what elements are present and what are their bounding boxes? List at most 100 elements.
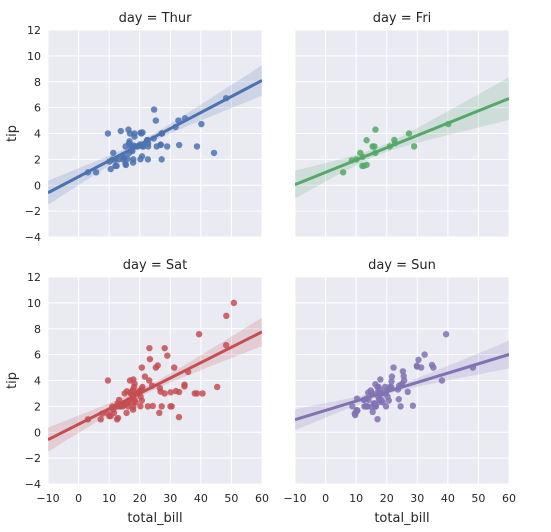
scatter-point (104, 377, 112, 384)
scatter-point (152, 117, 160, 124)
scatter-point (163, 143, 171, 150)
scatter-point (359, 153, 366, 160)
scatter-point (131, 133, 138, 140)
y-tick-label: −2 (25, 205, 41, 218)
scatter-point (372, 126, 379, 133)
scatter-point (150, 135, 157, 142)
scatter-point (193, 390, 201, 397)
scatter-point (339, 169, 347, 176)
facet-panel-thur: day = Thur −4 −2 0 2 4 6 8 10 12 tip (5, 11, 263, 244)
scatter-point (371, 403, 379, 410)
scatter-point (375, 383, 382, 391)
scatter-point (222, 341, 230, 349)
scatter-point (167, 389, 174, 396)
y-tick-label: 4 (34, 375, 41, 388)
scatter-point (144, 403, 152, 410)
scatter-point (153, 143, 160, 150)
scatter-point (421, 351, 428, 358)
scatter-point (385, 397, 393, 404)
scatter-points-layer (84, 299, 238, 423)
scatter-point (181, 381, 188, 388)
scatter-point (395, 396, 402, 403)
scatter-point (107, 165, 114, 173)
scatter-point (210, 149, 218, 157)
x-tick-labels: −10 0 10 20 30 40 50 60 (36, 492, 269, 505)
scatter-point (104, 130, 112, 137)
scatter-point (175, 388, 183, 396)
scatter-point (353, 156, 360, 163)
scatter-point (438, 377, 446, 384)
scatter-point (156, 384, 164, 392)
scatter-point (137, 403, 144, 410)
x-tick-label: 10 (102, 492, 116, 505)
scatter-point (130, 403, 137, 410)
scatter-point (132, 390, 140, 397)
scatter-point (138, 130, 145, 137)
facet-title: day = Sun (368, 258, 436, 273)
scatter-point (193, 143, 201, 150)
x-tick-label: 50 (224, 492, 238, 505)
scatter-point (113, 416, 121, 423)
scatter-point (146, 355, 154, 363)
scatter-point (410, 143, 418, 150)
y-tick-label: 12 (27, 24, 41, 37)
scatter-point (148, 382, 156, 389)
y-tick-labels: −4 −2 0 2 4 6 8 10 12 (25, 24, 41, 244)
scatter-point (138, 153, 146, 160)
scatter-point (390, 364, 397, 371)
scatter-point (138, 397, 146, 404)
scatter-point (149, 402, 156, 410)
scatter-point (130, 383, 138, 391)
x-tick-labels: −10 0 10 20 30 40 50 60 (283, 492, 516, 505)
scatter-point (442, 330, 450, 338)
scatter-point (353, 395, 361, 402)
scatter-point (198, 120, 205, 128)
scatter-point (164, 352, 171, 359)
facet-title: day = Fri (373, 11, 432, 26)
scatter-point (158, 130, 166, 137)
scatter-point (125, 150, 133, 157)
scatter-point (154, 362, 161, 369)
scatter-point (172, 123, 179, 131)
x-tick-label: 60 (502, 492, 516, 505)
y-tick-label: 6 (34, 102, 41, 115)
scatter-point (119, 156, 127, 163)
gridlines (294, 29, 510, 238)
scatter-point (222, 94, 230, 102)
regression-line (295, 97, 509, 186)
scatter-point (167, 403, 174, 410)
scatter-point (399, 368, 407, 375)
scatter-point (413, 362, 421, 369)
scatter-points-layer (349, 330, 477, 423)
scatter-point (375, 390, 383, 397)
scatter-point (397, 403, 404, 410)
y-tick-label: −4 (25, 478, 41, 491)
x-tick-label: 20 (133, 492, 147, 505)
x-tick-label: 30 (163, 492, 177, 505)
x-axis-label: total_bill (374, 511, 429, 526)
x-tick-label: 40 (194, 492, 208, 505)
y-tick-labels: −4 −2 0 2 4 6 8 10 12 (25, 271, 41, 491)
y-tick-label: 6 (34, 349, 41, 362)
y-axis-label: tip (5, 125, 20, 142)
scatter-point (158, 403, 165, 410)
scatter-point (161, 344, 168, 352)
scatter-point (388, 378, 395, 385)
scatter-point (123, 388, 131, 395)
scatter-point (156, 409, 163, 417)
scatter-point (110, 409, 118, 417)
gridlines (47, 276, 263, 485)
scatter-point (170, 364, 178, 371)
x-tick-label: 50 (471, 492, 485, 505)
scatter-point (130, 156, 137, 163)
x-tick-label: 60 (255, 492, 269, 505)
scatter-point (230, 299, 238, 307)
scatter-point (112, 156, 119, 163)
scatter-point (110, 149, 117, 157)
scatter-point (143, 137, 151, 144)
scatter-point (175, 117, 182, 124)
scatter-point (97, 416, 104, 423)
scatter-point (125, 140, 133, 147)
y-tick-label: 8 (34, 323, 41, 336)
scatter-point (175, 141, 183, 149)
